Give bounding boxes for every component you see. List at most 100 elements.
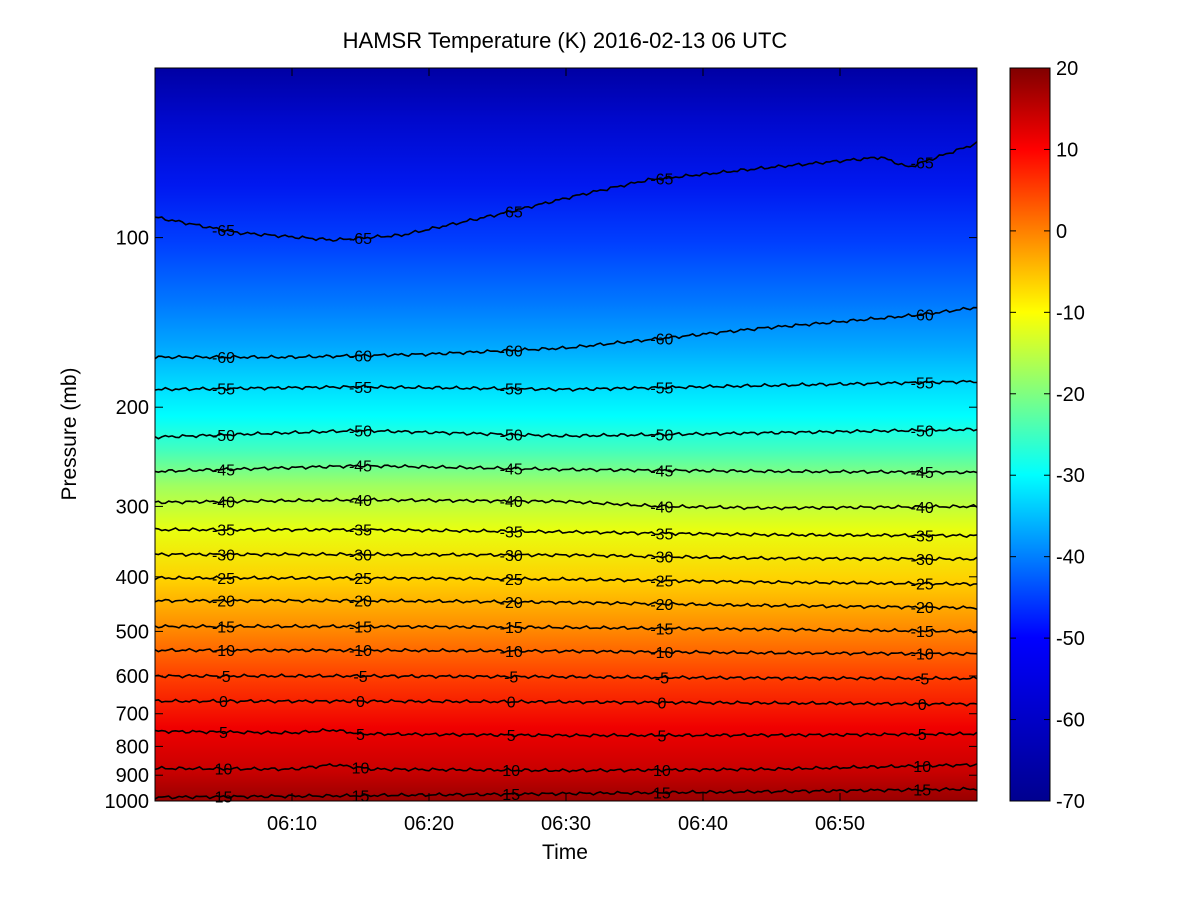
contour-label: -55: [650, 381, 673, 398]
contour-label: -25: [650, 574, 673, 591]
x-tick-label: 06:30: [541, 813, 591, 835]
contour-label: -20: [650, 597, 673, 614]
contour-layer: [155, 141, 977, 800]
contour-line: [155, 141, 977, 242]
contour-label: -5: [216, 669, 230, 686]
x-tick-label: 06:50: [815, 813, 865, 835]
contour-label: -25: [349, 571, 372, 588]
contour-label: -5: [504, 670, 518, 687]
contour-line: [155, 527, 977, 538]
contour-label: -15: [911, 624, 934, 641]
contour-label: -30: [349, 547, 372, 564]
contour-label: -45: [911, 465, 934, 482]
colorbar-ticks: 20 10 0 -10 -20 -30 -40 -50 -60 -70: [1010, 58, 1085, 813]
contour-label: -20: [349, 594, 372, 611]
y-tick-label: 800: [116, 736, 149, 758]
contour-label: -5: [353, 669, 367, 686]
colorbar-tick-label: -50: [1056, 628, 1085, 650]
contour-label: -30: [500, 548, 523, 565]
colorbar-tick-label: 0: [1056, 221, 1067, 243]
contour-label: -55: [911, 375, 934, 392]
contour-line: [155, 306, 977, 360]
contour-label: -65: [911, 155, 934, 172]
contour-label: -5: [655, 670, 669, 687]
contour-label: -40: [500, 494, 523, 511]
contour-label: -15: [349, 619, 372, 636]
contour-label: -10: [212, 643, 235, 660]
contour-label: -20: [911, 600, 934, 617]
contour-label: -25: [911, 577, 934, 594]
contour-label: -45: [212, 462, 235, 479]
contour-label: 15: [352, 789, 370, 806]
contour-line: [155, 497, 977, 511]
contour-label: 10: [352, 761, 370, 778]
colorbar-tick-label: -20: [1056, 384, 1085, 406]
contour-line: [155, 673, 977, 681]
contour-line: [155, 698, 977, 707]
y-tick-label: 1000: [105, 791, 150, 813]
contour-label: 0: [356, 694, 365, 711]
contour-label: -60: [650, 331, 673, 348]
contour-label: -65: [349, 231, 372, 248]
contour-label: -25: [500, 572, 523, 589]
contour-label: -35: [500, 524, 523, 541]
contour-line: [155, 463, 977, 475]
contour-label: -30: [911, 552, 934, 569]
contour-label: 10: [913, 759, 931, 776]
y-tick-label: 200: [116, 397, 149, 419]
contour-line: [155, 647, 977, 657]
contour-label: -45: [349, 459, 372, 476]
contour-line: [155, 575, 977, 587]
contour-label: -60: [911, 308, 934, 325]
contour-label: 15: [653, 786, 671, 803]
colorbar-tick-label: -40: [1056, 547, 1085, 569]
contour-label: -65: [650, 172, 673, 189]
contour-label: 0: [918, 697, 927, 714]
contour-label: -35: [650, 526, 673, 543]
colorbar-tick-label: 20: [1056, 58, 1078, 80]
contour-line: [155, 598, 977, 611]
y-tick-label: 300: [116, 496, 149, 518]
y-tick-label: 100: [116, 228, 149, 250]
x-tick-label: 06:40: [678, 813, 728, 835]
contour-label: -65: [500, 204, 523, 221]
contour-label: -50: [212, 428, 235, 445]
contour-line: [155, 727, 977, 738]
contour-label: 5: [356, 727, 365, 744]
contour-label: 10: [215, 762, 233, 779]
contour-label: -55: [349, 380, 372, 397]
contour-label: -10: [911, 647, 934, 664]
contour-label: -60: [500, 343, 523, 360]
y-tick-label: 400: [116, 567, 149, 589]
contour-label: 15: [913, 783, 931, 800]
contour-label: -50: [349, 424, 372, 441]
contour-label: -25: [212, 571, 235, 588]
chart-title: HAMSR Temperature (K) 2016-02-13 06 UTC: [343, 28, 788, 53]
colorbar: [1009, 67, 1051, 802]
contour-label: -40: [650, 499, 673, 516]
contour-label: 0: [507, 695, 516, 712]
contour-line: [155, 623, 977, 634]
contour-label: 0: [657, 695, 666, 712]
x-axis-label: Time: [542, 841, 588, 864]
contour-label: -30: [212, 547, 235, 564]
contour-label: -45: [650, 463, 673, 480]
contour-label: -30: [650, 550, 673, 567]
colorbar-tick-label: -10: [1056, 302, 1085, 324]
x-tick-label: 06:10: [267, 813, 317, 835]
contour-label: -55: [500, 382, 523, 399]
x-axis: 06:10 06:20 06:30 06:40 06:50: [267, 68, 865, 835]
contour-line: [155, 551, 977, 562]
contour-label: -15: [650, 621, 673, 638]
contour-label: -10: [500, 644, 523, 661]
contour-label: 5: [918, 727, 927, 744]
colorbar-tick-label: -70: [1056, 791, 1085, 813]
colorbar-tick-label: -30: [1056, 465, 1085, 487]
contour-label: -40: [911, 500, 934, 517]
contour-label: 15: [502, 787, 520, 804]
y-axis-label: Pressure (mb): [58, 367, 81, 500]
contour-label: 5: [219, 725, 228, 742]
contour-line: [155, 379, 977, 392]
